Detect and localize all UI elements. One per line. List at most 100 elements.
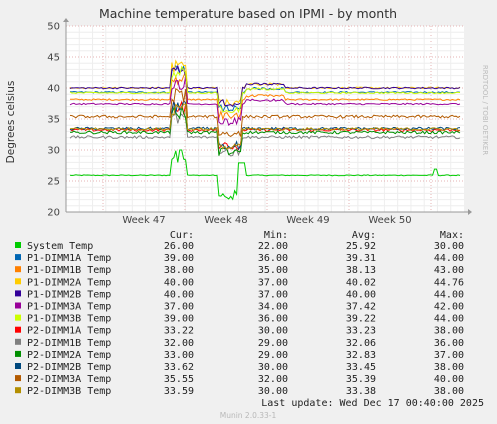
legend-min-value: 29.00: [258, 338, 288, 349]
legend-avg-value: 32.06: [346, 338, 376, 349]
legend-cur-value: 37.00: [164, 302, 194, 313]
legend-header-max: Max:: [440, 230, 464, 241]
legend-series-name: P1-DIMM3A Temp: [27, 302, 111, 313]
y-tick-label: 50: [47, 22, 60, 33]
legend-cur-value: 33.62: [164, 362, 194, 373]
legend-swatch: [15, 278, 21, 285]
legend-cur-value: 39.00: [164, 314, 194, 325]
legend-cur-value: 33.59: [164, 386, 194, 397]
legend-avg-value: 38.13: [346, 265, 376, 276]
x-tick-label: Week 50: [368, 215, 411, 226]
y-tick-label: 45: [47, 53, 60, 64]
legend-min-value: 37.00: [258, 277, 288, 288]
munin-version: Munin 2.0.33-1: [220, 411, 277, 420]
legend-min-value: 35.00: [258, 265, 288, 276]
legend-swatch: [15, 242, 21, 248]
legend-max-value: 43.00: [434, 265, 464, 276]
x-tick-labels: Week 47 Week 48 Week 49 Week 50: [122, 215, 411, 226]
legend-max-value: 44.00: [434, 289, 464, 300]
legend-min-value: 36.00: [258, 314, 288, 325]
legend-max-value: 38.00: [434, 326, 464, 337]
legend-swatch: [15, 290, 21, 297]
legend-avg-value: 32.83: [346, 350, 376, 361]
legend-series-name: P1-DIMM2A Temp: [27, 277, 111, 288]
legend-header-min: Min:: [264, 230, 288, 241]
last-update: Last update: Wed Dec 17 00:40:00 2025: [261, 398, 484, 409]
legend-min-value: 29.00: [258, 350, 288, 361]
legend-series-name: P1-DIMM2B Temp: [27, 289, 111, 300]
series-line-p1-dimm2b-temp: [69, 64, 461, 108]
y-tick-label: 30: [47, 146, 60, 157]
legend-swatch: [15, 375, 21, 382]
legend-rows: System Temp 26.00 22.00 25.92 30.00 P1-DIMM1A…: [15, 241, 464, 397]
y-tick-label: 25: [47, 177, 60, 188]
legend-swatch: [15, 387, 21, 394]
legend-cur-value: 40.00: [164, 277, 194, 288]
legend-swatch: [15, 266, 21, 273]
legend-avg-value: 37.42: [346, 302, 376, 313]
legend-series-name: P1-DIMM3B Temp: [27, 314, 111, 325]
legend-series-name: P1-DIMM1B Temp: [27, 265, 111, 276]
legend-cur-value: 39.00: [164, 253, 194, 264]
x-tick-label: Week 49: [286, 215, 329, 226]
legend-swatch: [15, 302, 21, 309]
series-line-p2-dimm3b-temp: [69, 103, 461, 150]
legend-cur-value: 32.00: [164, 338, 194, 349]
y-tick-label: 35: [47, 115, 60, 126]
legend-avg-value: 33.38: [346, 386, 376, 397]
legend-min-value: 32.00: [258, 374, 288, 385]
legend-series-name: P1-DIMM1A Temp: [27, 253, 111, 264]
legend-swatch: [15, 363, 21, 369]
series-line-p1-dimm3b-temp: [69, 65, 461, 114]
x-axis-arrow: [468, 209, 472, 215]
y-axis-arrow: [63, 18, 69, 22]
y-axis-label: Degrees celsius: [5, 81, 17, 164]
legend-min-value: 30.00: [258, 386, 288, 397]
legend-cur-value: 40.00: [164, 289, 194, 300]
legend-max-value: 44.76: [434, 277, 464, 288]
legend-avg-value: 39.31: [346, 253, 376, 264]
legend-max-value: 38.00: [434, 386, 464, 397]
legend-series-name: P2-DIMM1A Temp: [27, 326, 111, 337]
legend-max-value: 38.00: [434, 362, 464, 373]
legend-max-value: 30.00: [434, 241, 464, 252]
legend-min-value: 30.00: [258, 326, 288, 337]
legend-min-value: 30.00: [258, 362, 288, 373]
chart-title: Machine temperature based on IPMI - by m…: [99, 6, 397, 21]
series-line-p1-dimm3a-temp: [69, 76, 461, 127]
y-tick-label: 40: [47, 84, 60, 95]
legend-series-name: P2-DIMM2B Temp: [27, 362, 111, 373]
legend-swatch: [15, 326, 21, 333]
legend-max-value: 44.00: [434, 314, 464, 325]
legend-min-value: 34.00: [258, 302, 288, 313]
legend-cur-value: 38.00: [164, 265, 194, 276]
legend-series-name: P2-DIMM3A Temp: [27, 374, 111, 385]
series-lines: [69, 59, 461, 201]
legend-max-value: 44.00: [434, 253, 464, 264]
legend-min-value: 22.00: [258, 241, 288, 252]
legend-swatch: [15, 350, 21, 357]
legend-swatch: [15, 338, 21, 345]
legend-max-value: 36.00: [434, 338, 464, 349]
legend-series-name: System Temp: [27, 241, 93, 252]
legend-swatch: [15, 254, 21, 261]
legend-header-cur: Cur:: [170, 230, 194, 241]
legend-cur-value: 33.22: [164, 326, 194, 337]
legend-swatch: [15, 314, 21, 321]
legend-avg-value: 40.02: [346, 277, 376, 288]
series-line-p2-dimm3a-temp: [69, 87, 461, 137]
x-tick-label: Week 48: [204, 215, 247, 226]
legend-min-value: 37.00: [258, 289, 288, 300]
legend-avg-value: 33.23: [346, 326, 376, 337]
legend-avg-value: 35.39: [346, 374, 376, 385]
legend-cur-value: 35.55: [164, 374, 194, 385]
legend-max-value: 37.00: [434, 350, 464, 361]
rrdtool-credit: RRDTOOL / TOBI OETIKER: [481, 65, 489, 155]
legend-header-avg: Avg:: [352, 230, 376, 241]
legend-max-value: 42.00: [434, 302, 464, 313]
legend-series-name: P2-DIMM1B Temp: [27, 338, 111, 349]
legend-avg-value: 40.00: [346, 289, 376, 300]
legend-min-value: 36.00: [258, 253, 288, 264]
legend-series-name: P2-DIMM3B Temp: [27, 386, 111, 397]
